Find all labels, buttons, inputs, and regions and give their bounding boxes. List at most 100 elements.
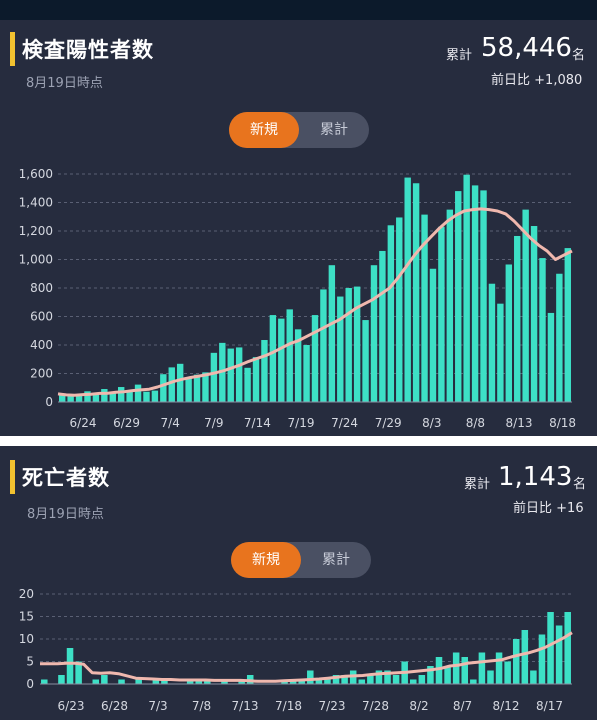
as-of-date: 8月19日時点 (27, 507, 104, 522)
diff-label: 前日比 (491, 73, 531, 88)
bar (392, 675, 400, 684)
bar (421, 214, 428, 402)
bar (530, 226, 538, 402)
total-value: 58,446 (481, 33, 572, 63)
bar (101, 675, 108, 684)
x-tick-label: 6/23 (58, 699, 85, 713)
bar (375, 670, 383, 684)
bar (404, 177, 411, 402)
bar (134, 384, 142, 402)
bar (547, 612, 554, 684)
toggle-new-button[interactable]: 新規 (229, 112, 299, 148)
y-tick-label: 15 (19, 610, 34, 624)
bar (538, 634, 546, 684)
bar (370, 265, 378, 402)
y-tick-label: 1,000 (19, 253, 53, 267)
bar (235, 347, 243, 402)
x-tick-label: 8/7 (453, 699, 472, 713)
bar (269, 315, 277, 402)
x-tick-label: 7/14 (244, 416, 271, 430)
x-tick-label: 6/24 (70, 416, 97, 430)
toggle-new-button[interactable]: 新規 (231, 542, 301, 578)
moving-average-line (57, 207, 573, 397)
bar (210, 352, 218, 402)
bar (332, 675, 340, 684)
x-tick-label: 6/28 (101, 699, 128, 713)
bar (452, 652, 460, 684)
toggle-cumulative-button[interactable]: 累計 (320, 122, 348, 138)
title-accent-bar (10, 32, 15, 66)
bar (514, 235, 521, 402)
bar (555, 625, 563, 684)
deaths-panel: 死亡者数 8月19日時点 累計 1,143 名 前日比 +16 新規 累計 0 5… (0, 446, 597, 720)
bar (168, 367, 175, 402)
diff-value: +1,080 (534, 73, 583, 88)
x-tick-label: 8/3 (422, 416, 441, 430)
bar (59, 393, 66, 402)
bar (446, 209, 454, 402)
bar (84, 391, 91, 402)
day-over-day: 前日比 +1,080 (491, 69, 582, 88)
total-value: 1,143 (498, 462, 573, 492)
bar (75, 396, 83, 402)
bar (117, 387, 125, 402)
y-tick-label: 10 (19, 632, 34, 646)
bar (412, 183, 420, 402)
bar (487, 670, 494, 684)
x-tick-label: 8/13 (506, 416, 533, 430)
bar (556, 273, 563, 402)
y-tick-label: 0 (26, 677, 34, 691)
total-unit: 名 (573, 477, 587, 492)
bar (320, 289, 327, 402)
bar (387, 225, 395, 402)
bar (324, 679, 331, 684)
bar (307, 670, 314, 684)
bar (261, 340, 268, 402)
bar (488, 283, 496, 402)
bar (362, 320, 369, 402)
bar (244, 367, 251, 402)
bar (463, 174, 470, 402)
bar (480, 190, 487, 402)
y-tick-label: 1,200 (19, 224, 53, 238)
total-label: 累計 (446, 48, 473, 63)
bar (461, 657, 469, 684)
bar (384, 670, 391, 684)
bar (303, 345, 310, 402)
x-tick-label: 8/18 (549, 416, 576, 430)
bar (204, 679, 211, 684)
y-tick-label: 0 (45, 395, 53, 409)
bar (298, 679, 305, 684)
diff-value: +16 (556, 501, 584, 516)
bar (522, 209, 529, 402)
bar (126, 390, 133, 402)
bar (109, 393, 116, 402)
bar (328, 265, 336, 402)
x-tick-label: 8/8 (466, 416, 485, 430)
bar (193, 374, 201, 402)
bar (379, 250, 386, 402)
bar (521, 630, 529, 684)
x-tick-label: 7/24 (331, 416, 358, 430)
bar (227, 348, 234, 402)
x-tick-label: 6/29 (113, 416, 140, 430)
new-cumulative-toggle: 新規 累計 (229, 112, 369, 148)
bar (471, 185, 479, 402)
bar (478, 652, 486, 684)
bar (345, 288, 352, 402)
bar (286, 309, 293, 402)
total-label: 累計 (464, 477, 491, 492)
bar (66, 648, 74, 684)
y-tick-label: 1,400 (19, 196, 53, 210)
y-tick-label: 800 (30, 281, 53, 295)
day-over-day: 前日比 +16 (513, 497, 584, 516)
bar (118, 679, 125, 684)
y-tick-label: 400 (30, 338, 53, 352)
x-tick-label: 8/12 (493, 699, 520, 713)
toggle-cumulative-button[interactable]: 累計 (322, 552, 350, 568)
bar (101, 389, 108, 402)
x-tick-label: 7/8 (192, 699, 211, 713)
y-tick-label: 20 (19, 587, 34, 601)
bar (195, 679, 203, 684)
bar (75, 661, 82, 684)
